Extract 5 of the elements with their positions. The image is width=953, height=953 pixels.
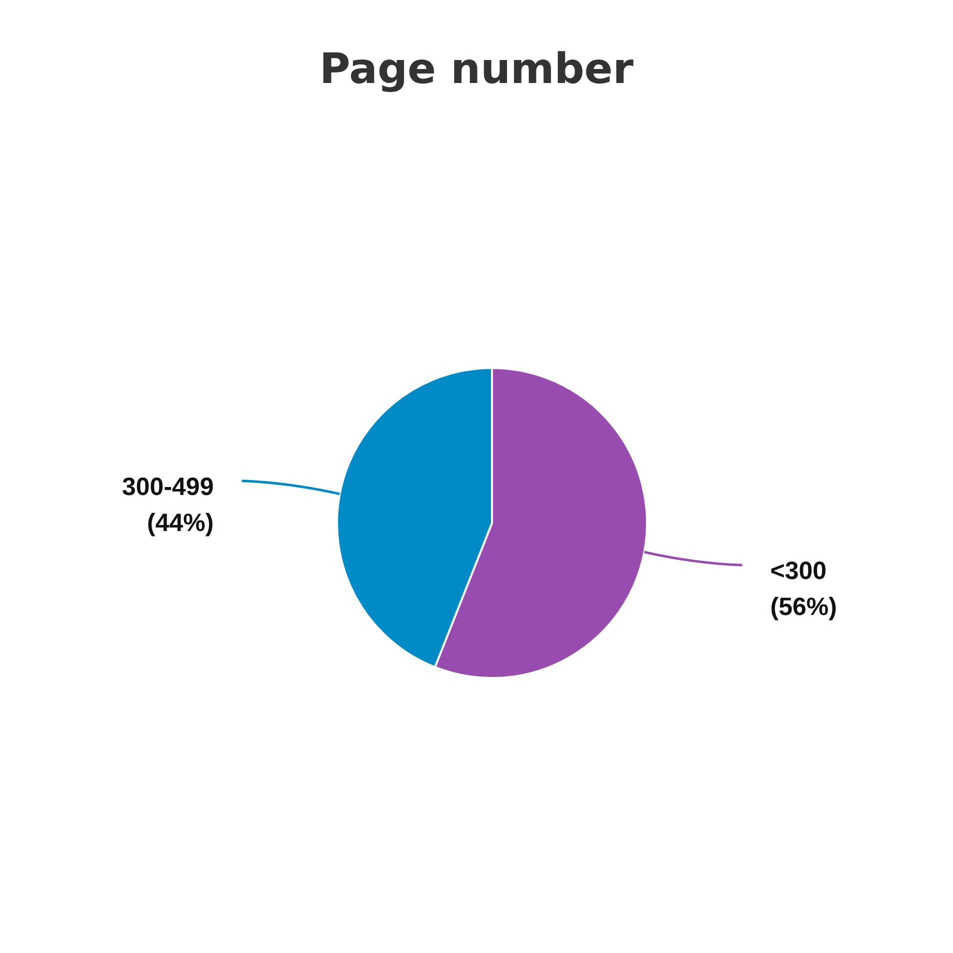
slice-label: 300-499 [122,472,214,501]
chart-title: Page number [318,44,634,93]
data-label: (44%) [147,508,214,537]
data-label: (56%) [770,593,837,622]
slice-label: <300 [770,557,827,586]
